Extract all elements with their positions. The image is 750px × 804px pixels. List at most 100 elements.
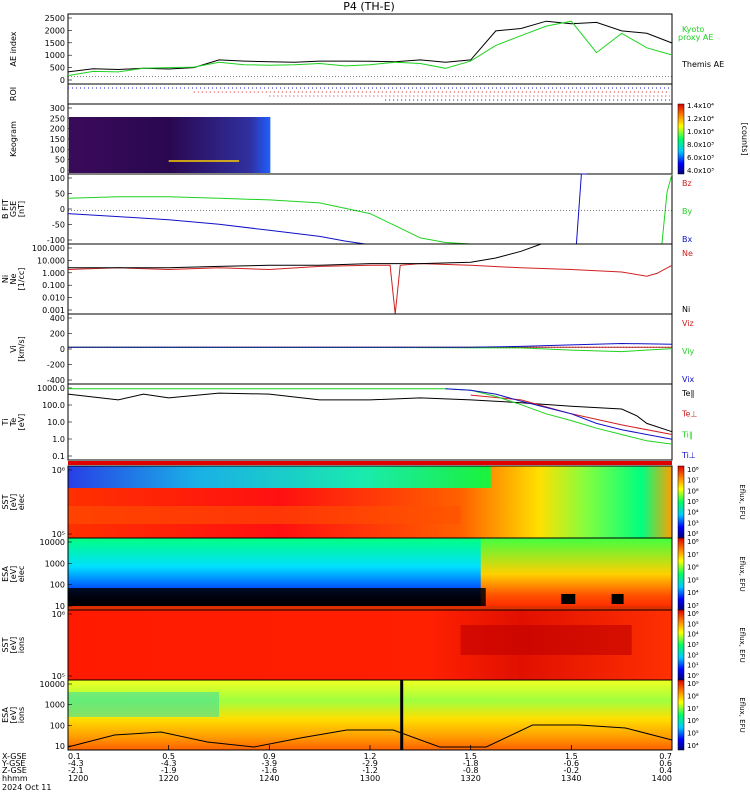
keogram-ytick-6: 0 bbox=[60, 166, 65, 175]
plot-title: P4 (TH-E) bbox=[343, 0, 395, 13]
density-ytick-4: 0.010 bbox=[42, 294, 65, 303]
density-series-0 bbox=[67, 263, 673, 315]
keogram-cbar-tick-2: 1.0x10⁴ bbox=[687, 128, 714, 136]
density-ytick-0: 100.000 bbox=[32, 244, 65, 253]
orbit-y-1: -4.3 bbox=[161, 759, 177, 768]
esa_e-colorbar bbox=[677, 537, 685, 611]
esa_e-cbar-tick-0: 10⁸ bbox=[687, 538, 699, 546]
keogram-ytick-5: 50 bbox=[55, 156, 65, 165]
keogram-cbar-tick-3: 8.0x10³ bbox=[687, 141, 714, 149]
keogram-image bbox=[69, 117, 271, 173]
sst_i-ytick-0: 10⁶ bbox=[52, 610, 65, 619]
orbit-time-2: 1240 bbox=[259, 774, 279, 783]
density-ylabel-1: Ne bbox=[9, 273, 18, 284]
density-series-1 bbox=[68, 243, 542, 269]
ae-frame bbox=[67, 13, 673, 85]
esa_i-ylabel-2: ions bbox=[17, 707, 26, 723]
temperature-ytick-0: 1000.0 bbox=[37, 384, 65, 393]
density-legend-0: Ne bbox=[682, 249, 693, 258]
esa_i-cbar-tick-5: 10⁴ bbox=[687, 742, 699, 750]
density-ytick-3: 0.100 bbox=[42, 281, 65, 290]
esa_i-ytick-0: 10000 bbox=[40, 680, 65, 689]
keogram-ytick-1: 250 bbox=[50, 114, 65, 123]
esa_e-ytick-0: 10000 bbox=[40, 538, 65, 547]
velocity-ytick-2: 0 bbox=[60, 345, 65, 354]
orbit-z-2: -1.6 bbox=[262, 766, 278, 775]
orbit-time-4: 1320 bbox=[460, 774, 480, 783]
sst_i-colorbar bbox=[677, 609, 685, 681]
bfield-legend-1: By bbox=[682, 207, 692, 216]
orbit-row-label-t: hhmm bbox=[2, 774, 28, 783]
temperature-ytick-4: 0.1 bbox=[52, 452, 65, 461]
keogram-cbar-tick-1: 1.2x10⁴ bbox=[687, 115, 714, 123]
esa_e-cbar-tick-4: 10⁴ bbox=[687, 589, 699, 597]
sst_i-cbar-tick-2: 10⁴ bbox=[687, 631, 699, 639]
orbit-time-5: 1340 bbox=[561, 774, 581, 783]
sst_i-cbar-tick-5: 10¹ bbox=[687, 662, 699, 670]
esa-e-hole-1 bbox=[561, 594, 576, 604]
sst_e-ytick-1: 10⁵ bbox=[52, 530, 65, 539]
ae-ytick-4: 500 bbox=[50, 64, 65, 73]
velocity-ylabel-1: Vi bbox=[9, 345, 18, 353]
density-ylabel-2: [1/cc] bbox=[17, 268, 26, 291]
sst_e-cbar-tick-3: 10⁵ bbox=[687, 498, 699, 506]
density-ylabel-0: Ni bbox=[1, 275, 10, 283]
keogram-cbar-tick-4: 6.0x10³ bbox=[687, 154, 714, 162]
sst_i-ylabel-2: ions bbox=[17, 637, 26, 653]
density-legend-1: Ni bbox=[682, 305, 690, 314]
orbit-x-3: 1.2 bbox=[364, 752, 377, 761]
esa_e-cbar-tick-3: 10⁵ bbox=[687, 576, 699, 584]
panels-group bbox=[67, 13, 685, 751]
esa_i-cbar-tick-2: 10⁷ bbox=[687, 705, 699, 713]
esa-e-dark-band bbox=[68, 588, 486, 606]
keogram-ytick-2: 200 bbox=[50, 125, 65, 134]
esa-i-cyan-region bbox=[68, 692, 219, 717]
orbit-x-0: 0.1 bbox=[68, 752, 81, 761]
bfield-ylabel-2: [nT] bbox=[17, 201, 26, 217]
orbit-x-4: 1.5 bbox=[464, 752, 477, 761]
velocity-ytick-3: -200 bbox=[47, 361, 65, 370]
orbit-z-3: -1.2 bbox=[362, 766, 378, 775]
bfield-series-1 bbox=[67, 173, 673, 245]
esa-e-hole-2 bbox=[611, 594, 624, 604]
keogram-ytick-0: 300 bbox=[50, 104, 65, 113]
sst_i-cbar-tick-3: 10³ bbox=[687, 641, 699, 649]
temperature-series-3 bbox=[445, 388, 673, 440]
velocity-frame bbox=[67, 313, 673, 385]
temperature-frame bbox=[67, 383, 673, 461]
velocity-legend-1: Viy bbox=[682, 347, 695, 356]
red-flag-bar bbox=[68, 461, 672, 465]
bfield-series-2 bbox=[67, 173, 587, 245]
density-ytick-1: 10.000 bbox=[37, 256, 65, 265]
density-frame bbox=[67, 243, 673, 315]
sst_e-cbar-tick-1: 10⁷ bbox=[687, 477, 699, 485]
ae-ytick-3: 1000 bbox=[45, 51, 65, 60]
orbit-time-1: 1220 bbox=[158, 774, 178, 783]
keogram-ylabel-1: Keogram bbox=[9, 121, 18, 157]
sst_i-ylabel-0: SST bbox=[1, 637, 10, 652]
bfield-ytick-0: 100 bbox=[50, 174, 65, 183]
sst_e-cbar-tick-4: 10⁴ bbox=[687, 509, 699, 517]
temperature-ylabel-1: Te bbox=[9, 418, 18, 428]
esa_i-ylabel-1: [eV] bbox=[9, 707, 18, 724]
esa_i-cbar-label: Eflux, EFU bbox=[738, 697, 746, 732]
orbit-x-2: 0.9 bbox=[263, 752, 276, 761]
esa_i-cbar-tick-4: 10⁵ bbox=[687, 730, 699, 738]
velocity-legend-2: Vix bbox=[682, 375, 695, 384]
esa_i-ylabel-0: ESA bbox=[1, 707, 10, 723]
orbit-z-4: -0.8 bbox=[463, 766, 479, 775]
sst_e-cbar-tick-6: 10² bbox=[687, 530, 699, 538]
density-ytick-5: 0.001 bbox=[42, 306, 65, 315]
orbit-z-0: -2.1 bbox=[68, 766, 84, 775]
sst_i-cbar-tick-1: 10⁵ bbox=[687, 620, 699, 628]
sst_i-ytick-1: 10⁵ bbox=[52, 672, 65, 681]
density-ytick-2: 1.000 bbox=[42, 269, 65, 278]
esa_i-ytick-2: 100 bbox=[50, 721, 65, 730]
esa-e-bottom-strip bbox=[68, 606, 672, 610]
esa_i-cbar-tick-3: 10⁶ bbox=[687, 717, 699, 725]
esa_e-cbar-tick-2: 10⁶ bbox=[687, 564, 699, 572]
temperature-series-2 bbox=[68, 388, 673, 445]
ae-ytick-1: 2000 bbox=[45, 26, 65, 35]
